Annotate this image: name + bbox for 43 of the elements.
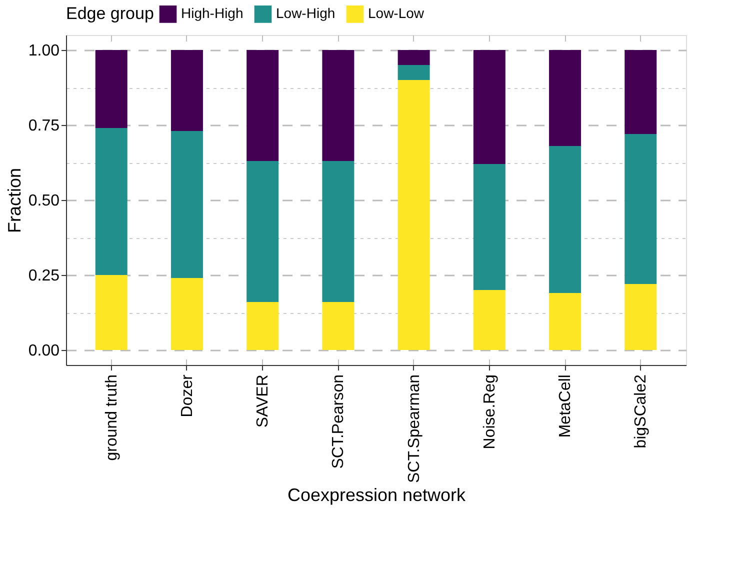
bar bbox=[549, 50, 582, 146]
bar bbox=[246, 50, 279, 161]
bar bbox=[246, 161, 279, 302]
bar bbox=[170, 278, 203, 350]
x-tick-label: ground truth bbox=[103, 374, 120, 461]
bar bbox=[246, 302, 279, 350]
bar bbox=[170, 50, 203, 131]
bar bbox=[398, 65, 430, 80]
x-tick-label: bigSCale2 bbox=[632, 374, 650, 448]
y-tick-label: 1.00 bbox=[28, 42, 60, 60]
y-tick-label: 0.75 bbox=[28, 118, 60, 134]
x-tick-label: SCT.Pearson bbox=[330, 374, 348, 469]
bar bbox=[549, 293, 582, 350]
y-tick-label: 0.25 bbox=[28, 268, 60, 284]
bar bbox=[95, 275, 128, 350]
bar bbox=[549, 146, 582, 293]
legend-label: Low-Low bbox=[368, 5, 425, 22]
bar bbox=[473, 164, 506, 290]
x-tick-label: SAVER bbox=[254, 374, 272, 428]
legend-label: Low-High bbox=[276, 5, 336, 22]
bar bbox=[322, 50, 354, 161]
x-tick-label: Dozer bbox=[178, 374, 196, 418]
bar bbox=[624, 50, 657, 134]
bar bbox=[473, 50, 506, 164]
x-tick-label: Noise.Reg bbox=[481, 374, 498, 450]
x-tick-label: MetaCell bbox=[557, 374, 574, 438]
x-tick-label: SCT.Spearman bbox=[406, 374, 423, 483]
bar bbox=[322, 161, 354, 302]
bar bbox=[95, 128, 128, 275]
y-tick-label: 0.50 bbox=[28, 192, 60, 210]
y-axis-title: Fraction bbox=[4, 168, 24, 234]
bar bbox=[473, 290, 506, 350]
y-tick-label: 0.00 bbox=[28, 342, 60, 360]
bar bbox=[398, 50, 430, 65]
bar bbox=[624, 284, 657, 350]
bar bbox=[170, 131, 203, 278]
bar bbox=[322, 302, 354, 350]
legend-title: Edge group bbox=[66, 4, 154, 23]
bar bbox=[398, 80, 430, 350]
bar bbox=[95, 50, 128, 128]
legend-label: High-High bbox=[181, 5, 244, 22]
x-axis-title: Coexpression network bbox=[287, 484, 467, 505]
bar bbox=[624, 134, 657, 284]
